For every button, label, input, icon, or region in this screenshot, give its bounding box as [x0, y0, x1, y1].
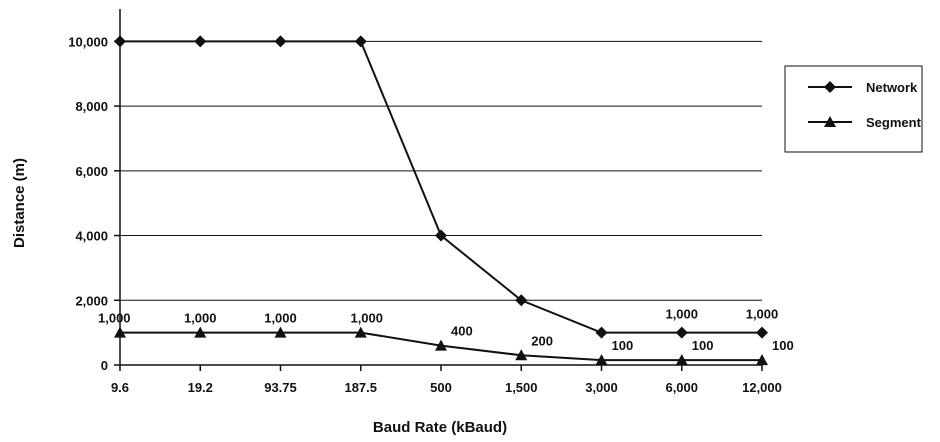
y-tick-label: 8,000 — [75, 99, 108, 114]
data-point-segment — [354, 326, 367, 338]
y-tick-labels: 0 2,000 4,000 6,000 8,000 10,000 — [68, 34, 108, 373]
x-tick-label: 9.6 — [111, 380, 129, 395]
y-axis-title: Distance (m) — [11, 158, 28, 248]
legend-box — [784, 65, 923, 153]
gridlines — [120, 40, 762, 301]
x-tick-label: 500 — [430, 380, 452, 395]
data-label-segment: 400 — [451, 324, 473, 339]
data-point-network — [435, 229, 447, 242]
data-labels: 1,000 1,000 1,000 1,000 1,000 1,000 400 200 100 1… — [98, 307, 794, 354]
data-point-network — [675, 326, 688, 339]
data-point-segment — [515, 349, 528, 361]
data-label-segment: 200 — [531, 333, 553, 348]
data-label-segment: 100 — [772, 338, 794, 353]
x-tick-label: 3,000 — [585, 380, 618, 395]
data-label-segment: 1,000 — [264, 311, 297, 326]
data-point-segment — [114, 326, 126, 338]
x-tick-label: 93.75 — [264, 380, 297, 395]
x-tick-label: 19.2 — [188, 380, 213, 395]
legend-marker-network — [824, 81, 836, 93]
x-tick-label: 12,000 — [742, 380, 782, 395]
data-point-network — [354, 35, 367, 48]
data-point-segment — [595, 354, 608, 366]
y-tick-label: 2,000 — [75, 293, 108, 308]
data-point-segment — [756, 354, 768, 366]
data-point-network — [515, 294, 528, 307]
legend-label-segment: Segment — [866, 115, 922, 130]
series-line-network — [120, 40, 762, 334]
data-point-network — [756, 326, 768, 339]
y-tick-label: 4,000 — [75, 229, 108, 244]
data-label-segment: 100 — [692, 338, 714, 353]
data-label-segment: 1,000 — [98, 311, 131, 326]
data-point-segment — [274, 326, 287, 338]
data-point-network — [274, 35, 287, 48]
data-point-segment — [435, 339, 447, 351]
data-point-network — [194, 35, 207, 48]
data-label-segment: 100 — [612, 338, 634, 353]
x-tick-label: 187.5 — [344, 380, 377, 395]
y-tick-label: 6,000 — [75, 164, 108, 179]
data-point-network — [595, 326, 608, 339]
x-axis-title: Baud Rate (kBaud) — [373, 419, 507, 436]
x-tick-label: 1,500 — [505, 380, 538, 395]
x-tick-label: 6,000 — [665, 380, 698, 395]
y-tick-label: 0 — [101, 358, 108, 373]
legend: Network Segment — [784, 65, 923, 153]
series-group — [114, 35, 768, 366]
data-point-network — [114, 35, 126, 48]
data-point-segment — [194, 326, 207, 338]
data-label-network: 1,000 — [665, 307, 698, 322]
axes — [114, 9, 763, 371]
y-tick-label: 10,000 — [68, 34, 108, 49]
data-label-network: 1,000 — [746, 307, 779, 322]
legend-marker-segment — [824, 116, 836, 127]
data-point-segment — [675, 354, 688, 366]
data-label-segment: 1,000 — [184, 311, 217, 326]
data-label-segment: 1,000 — [350, 311, 383, 326]
legend-label-network: Network — [866, 80, 918, 95]
x-tick-labels: 9.6 19.2 93.75 187.5 500 1,500 3,000 6,000 12,00… — [111, 380, 782, 395]
